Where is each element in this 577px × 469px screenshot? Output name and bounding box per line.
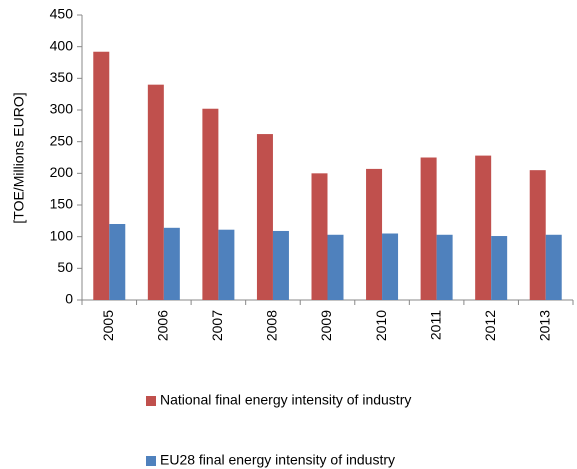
- bar: [529, 170, 546, 300]
- bar: [420, 157, 437, 300]
- x-tick-label: 2011: [427, 310, 443, 340]
- x-tick-label: 2013: [536, 310, 552, 341]
- y-tick-label: 50: [57, 259, 73, 275]
- x-tick-label: 2007: [209, 310, 225, 341]
- bar: [163, 227, 180, 300]
- x-tick-label: 2009: [318, 310, 334, 341]
- bar: [366, 168, 383, 300]
- bar: [327, 234, 344, 300]
- y-tick-label: 300: [50, 101, 74, 117]
- y-tick-label: 100: [50, 227, 74, 243]
- legend-label: EU28 final energy intensity of industry: [160, 452, 395, 468]
- y-tick-label: 200: [50, 164, 74, 180]
- bar: [109, 224, 126, 300]
- bar: [491, 236, 508, 300]
- legend-swatch: [146, 396, 156, 406]
- bar: [218, 229, 235, 300]
- legend-label: National final energy intensity of indus…: [160, 392, 411, 408]
- y-tick-label: 0: [65, 291, 73, 307]
- y-tick-label: 150: [50, 196, 74, 212]
- bar: [545, 234, 562, 300]
- bar: [147, 84, 164, 301]
- x-tick-label: 2012: [482, 310, 498, 341]
- x-tick-label: 2008: [264, 310, 280, 341]
- bar: [475, 155, 492, 300]
- y-tick-label: 450: [50, 6, 74, 22]
- y-axis-label: [TOE/Millions EURO]: [11, 92, 27, 223]
- bar: [256, 134, 273, 300]
- y-tick-label: 350: [50, 69, 74, 85]
- x-tick-label: 2005: [100, 310, 116, 341]
- y-tick-label: 400: [50, 37, 74, 53]
- y-tick-label: 250: [50, 132, 74, 148]
- x-tick-label: 2010: [373, 310, 389, 341]
- x-tick-label: 2006: [155, 310, 171, 341]
- legend-swatch: [146, 456, 156, 466]
- bar: [311, 173, 328, 300]
- bar: [436, 234, 453, 300]
- bar: [93, 51, 110, 300]
- bar: [382, 233, 399, 300]
- bar: [272, 230, 289, 300]
- bar: [202, 108, 219, 300]
